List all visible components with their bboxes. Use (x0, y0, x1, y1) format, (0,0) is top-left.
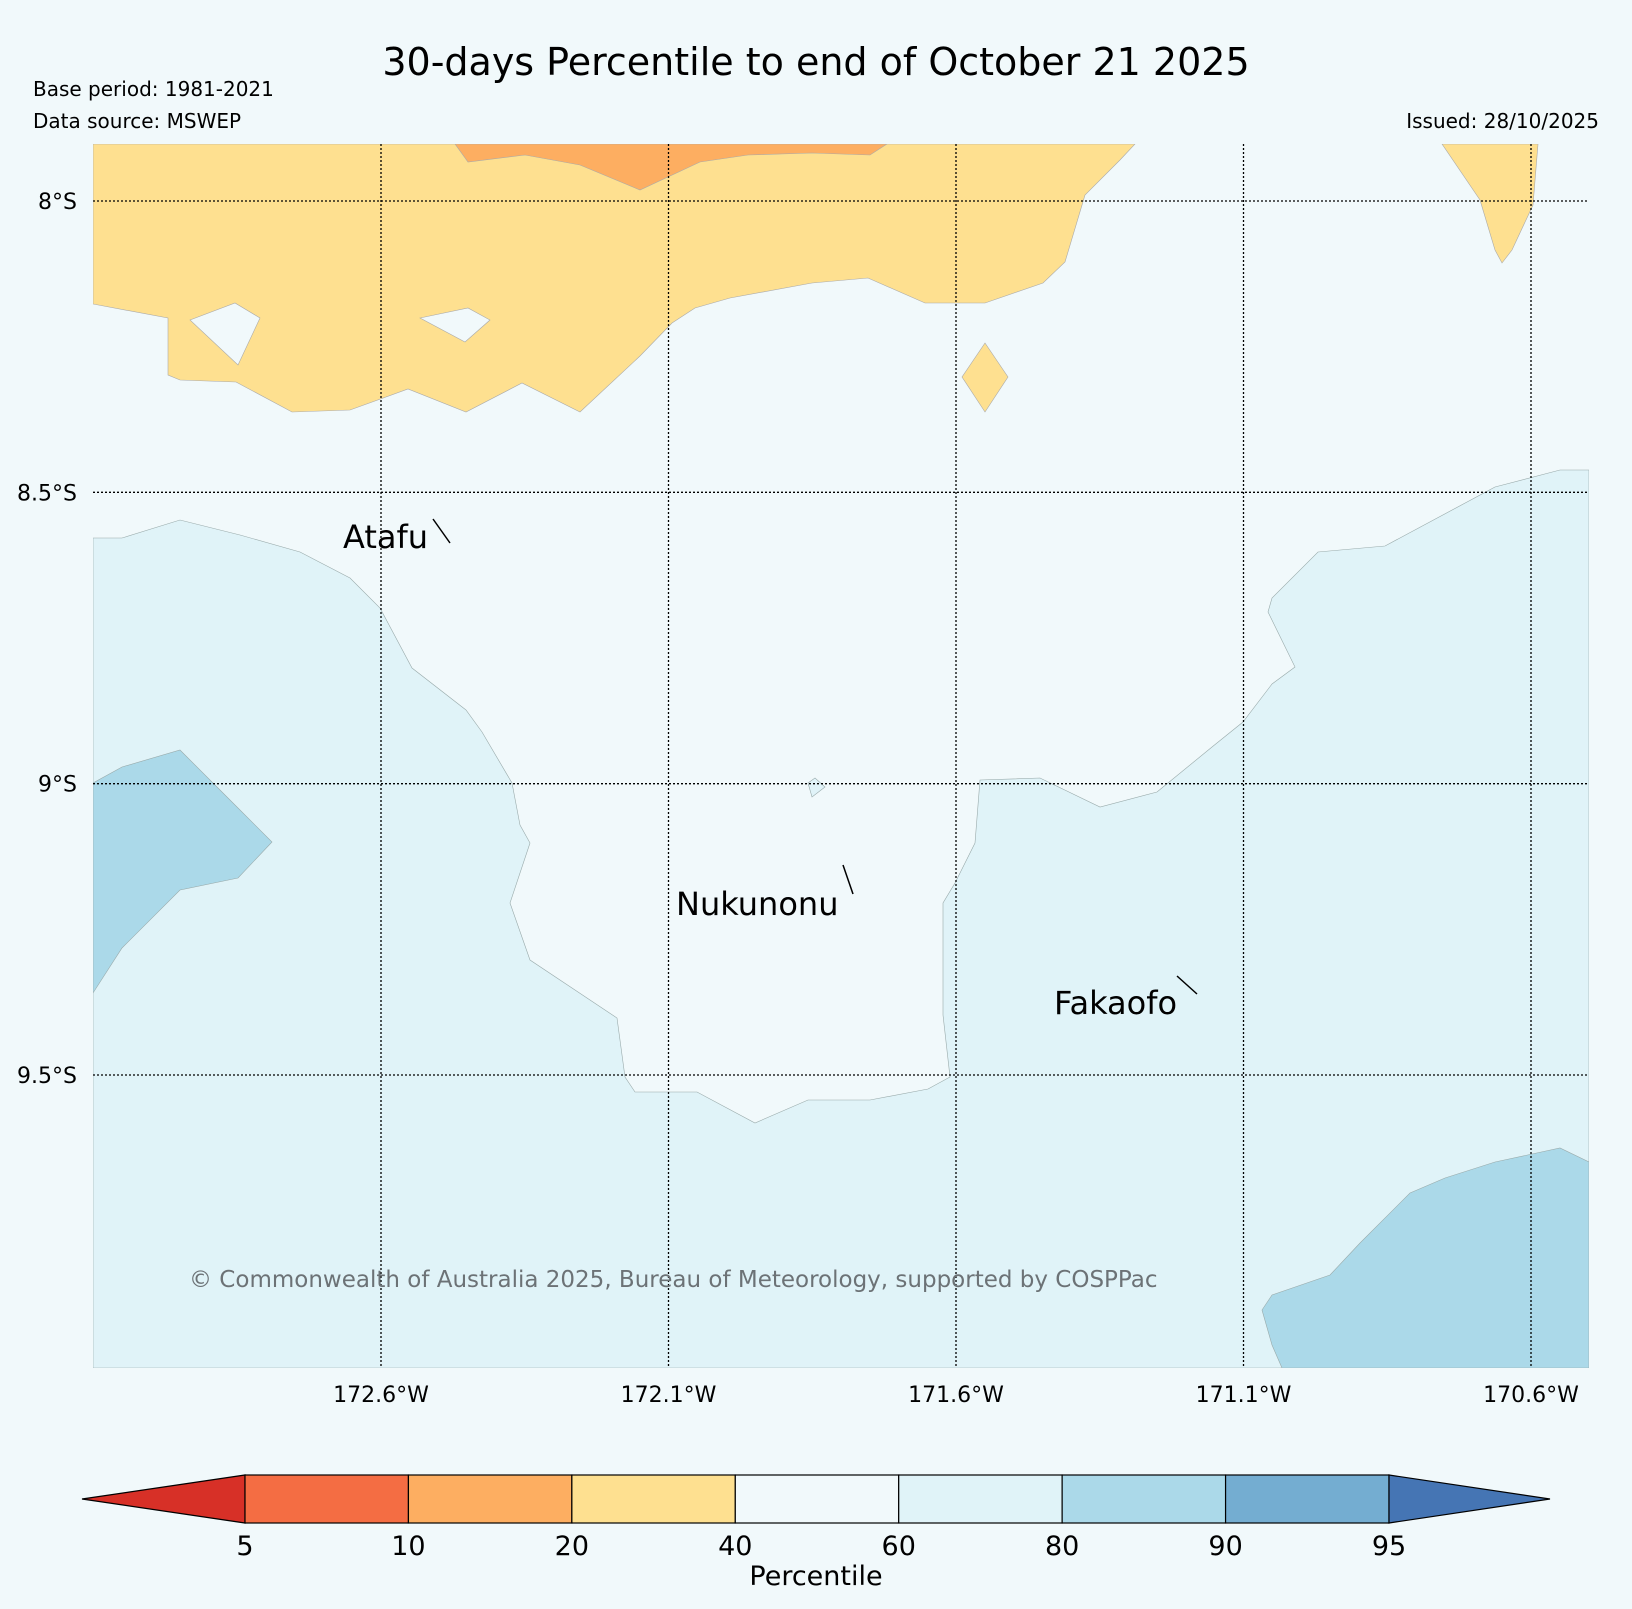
colorbar-tick-label: 20 (555, 1531, 589, 1562)
lat-label: 8.5°S (17, 481, 77, 506)
lat-label: 8°S (38, 190, 77, 215)
lon-label: 172.6°W (333, 1383, 429, 1408)
issued-date-label: Issued: 28/10/2025 (1406, 109, 1599, 133)
fakaofo-leader-line (1176, 975, 1198, 995)
region-80-90-west (93, 749, 273, 994)
colorbar-tick-label: 40 (718, 1531, 752, 1562)
colorbar-title: Percentile (749, 1561, 882, 1592)
lon-label: 171.1°W (1196, 1383, 1292, 1408)
nukunonu-leader-line (842, 864, 854, 895)
colorbar-segment (407, 1474, 573, 1524)
lon-label: 170.6°W (1483, 1383, 1579, 1408)
axis-labels: 8°S 8.5°S 9°S 9.5°S 172.6°W 172.1°W 171.6°W 171… (17, 190, 1579, 1408)
lat-label: 9°S (38, 773, 77, 798)
colorbar-under-arrow (81, 1474, 246, 1524)
graticule (93, 144, 1589, 1368)
colorbar-segment (1061, 1474, 1227, 1524)
lon-label: 172.1°W (621, 1383, 717, 1408)
colorbar-tick-label: 5 (236, 1531, 253, 1562)
place-label-fakaofo: Fakaofo (1054, 984, 1177, 1022)
hole-north-2 (419, 307, 491, 343)
copyright-notice: © Commonwealth of Australia 2025, Bureau… (189, 1267, 1158, 1293)
colorbar: 5 10 20 40 60 80 90 95 Percentile (81, 1474, 1551, 1592)
colorbar-segment (571, 1474, 736, 1524)
colorbar-segment (898, 1474, 1063, 1524)
region-60-80-west (93, 469, 1589, 1368)
islet-outline (807, 777, 826, 798)
place-label-nukunonu: Nukunonu (676, 885, 838, 923)
base-period-label: Base period: 1981-2021 (33, 77, 274, 101)
region-80-90-southeast (1261, 1147, 1589, 1368)
atafu-leader-line (432, 518, 451, 544)
place-label-atafu: Atafu (343, 518, 428, 556)
colorbar-segment (244, 1474, 410, 1524)
region-20-40-northeast (1441, 144, 1539, 264)
colorbar-tick-label: 90 (1208, 1531, 1242, 1562)
colorbar-tick-label: 80 (1045, 1531, 1079, 1562)
lon-label: 171.6°W (908, 1383, 1004, 1408)
hole-north-1 (189, 302, 261, 366)
colorbar-tick-label: 95 (1372, 1531, 1406, 1562)
colorbar-tick-label: 60 (882, 1531, 916, 1562)
colorbar-segment (1224, 1474, 1390, 1524)
map-area (93, 144, 1589, 1368)
colorbar-tick-label: 10 (391, 1531, 425, 1562)
colorbar-segment (734, 1474, 900, 1524)
lat-label: 9.5°S (17, 1064, 77, 1089)
region-10-20-north (454, 144, 888, 191)
map-title: 30-days Percentile to end of October 21 … (382, 40, 1250, 84)
place-labels: Atafu Nukunonu Fakaofo (343, 518, 1198, 1022)
region-20-40-diamond (961, 342, 1009, 413)
colorbar-over-arrow (1388, 1474, 1551, 1524)
region-20-40-north (93, 144, 1136, 413)
data-source-label: Data source: MSWEP (33, 109, 242, 133)
